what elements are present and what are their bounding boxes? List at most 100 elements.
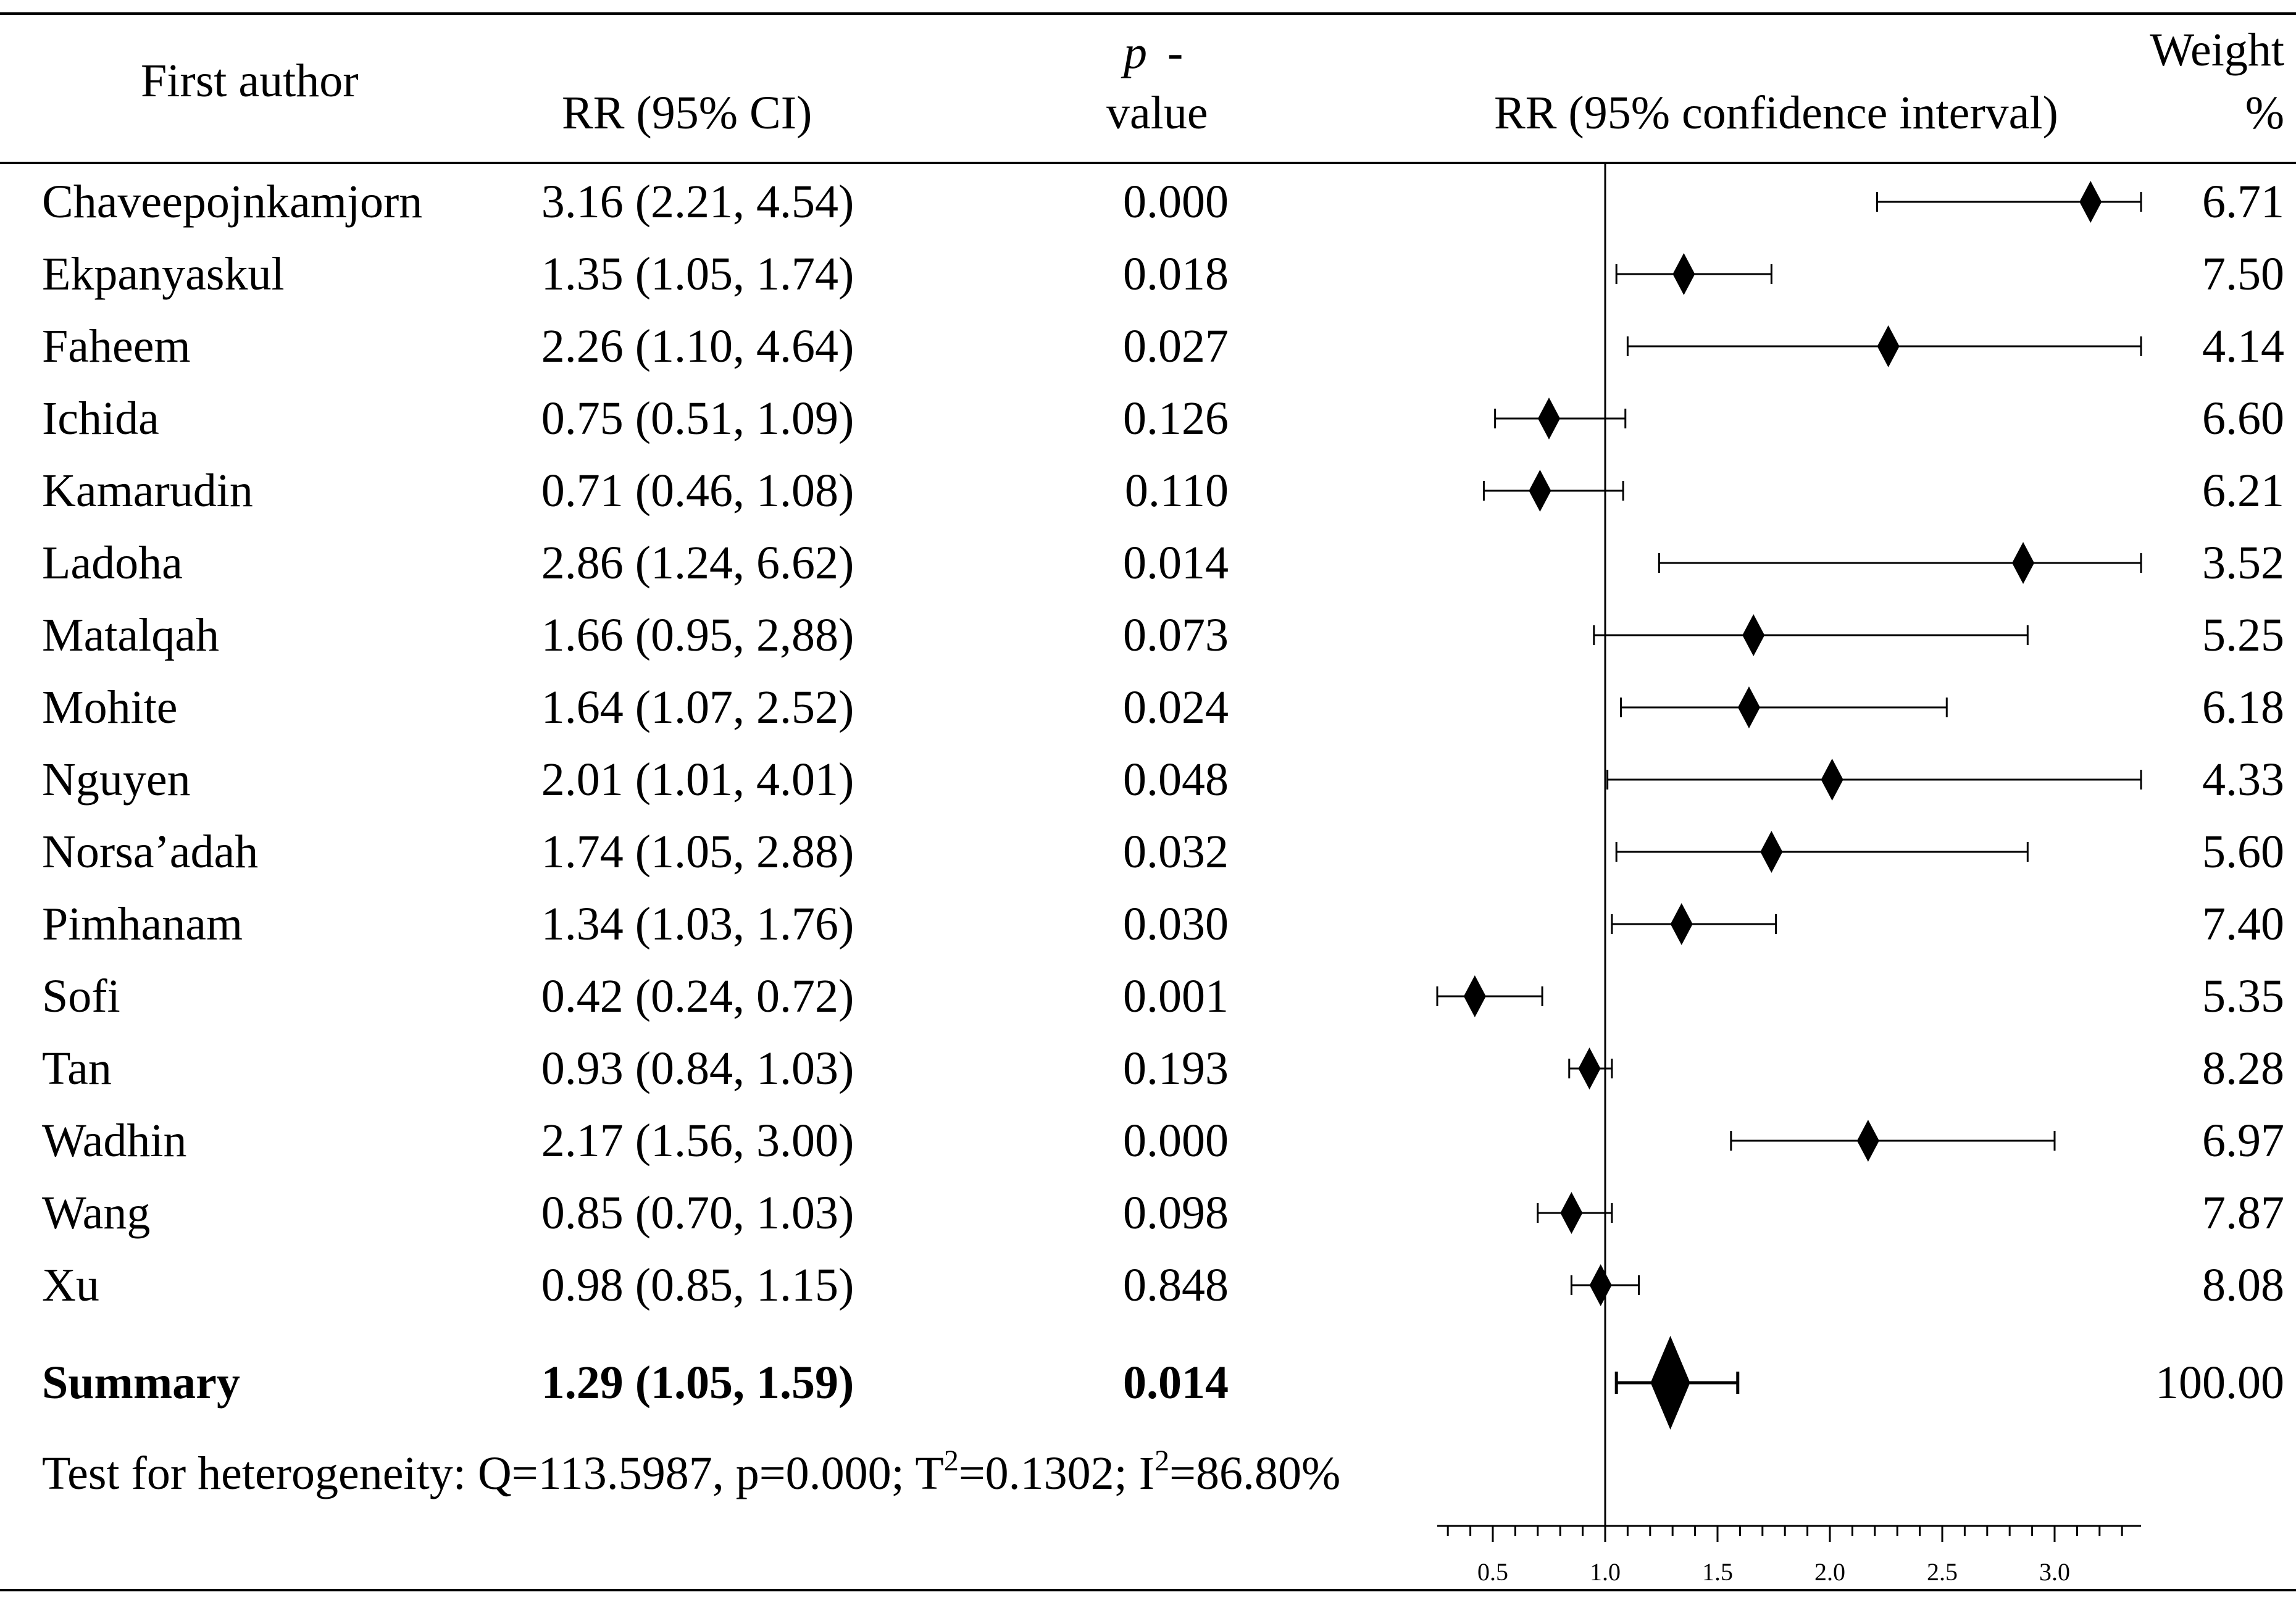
study-author: Tan	[42, 1043, 112, 1094]
header-pvalue-dash: -	[1167, 27, 1183, 78]
study-pvalue: 0.110	[1124, 465, 1229, 517]
study-author: Sofi	[42, 970, 120, 1022]
x-tick-label: 2.5	[1927, 1558, 1958, 1586]
point-estimate-diamond	[1560, 1192, 1583, 1234]
header-pvalue-line1: p -	[1124, 25, 1183, 80]
study-weight: 7.50	[2202, 248, 2284, 300]
study-author: Norsa’adah	[42, 826, 259, 878]
summary-author: Summary	[42, 1357, 240, 1409]
study-author: Matalqah	[42, 609, 220, 661]
heterogeneity-i-sup: 2	[1154, 1444, 1170, 1477]
study-weight: 5.35	[2202, 970, 2284, 1022]
summary-pvalue: 0.014	[1123, 1357, 1229, 1409]
study-weight: 6.21	[2202, 465, 2284, 517]
study-author: Nguyen	[42, 754, 191, 806]
x-tick-label: 0.5	[1477, 1558, 1508, 1586]
study-rr-ci: 0.75 (0.51, 1.09)	[541, 393, 854, 444]
point-estimate-diamond	[1578, 1048, 1601, 1090]
study-author: Faheem	[42, 320, 191, 372]
study-pvalue: 0.073	[1123, 609, 1229, 661]
point-estimate-diamond	[1463, 975, 1486, 1017]
study-rr-ci: 0.85 (0.70, 1.03)	[541, 1187, 854, 1239]
study-rr-ci: 2.26 (1.10, 4.64)	[541, 320, 854, 372]
study-rr-ci: 2.17 (1.56, 3.00)	[541, 1115, 854, 1167]
point-estimate-diamond	[2012, 542, 2035, 584]
study-pvalue: 0.193	[1123, 1043, 1229, 1094]
study-weight: 3.52	[2202, 537, 2284, 589]
study-rr-ci: 1.35 (1.05, 1.74)	[541, 248, 854, 300]
study-weight: 4.33	[2202, 754, 2284, 806]
heterogeneity-text: Test for heterogeneity: Q=113.5987, p=0.…	[42, 1446, 1340, 1501]
study-pvalue: 0.098	[1123, 1187, 1229, 1239]
study-rr-ci: 2.01 (1.01, 4.01)	[541, 754, 854, 806]
study-rr-ci: 1.64 (1.07, 2.52)	[541, 681, 854, 733]
study-pvalue: 0.032	[1123, 826, 1229, 878]
study-pvalue: 0.000	[1123, 1115, 1229, 1167]
point-estimate-diamond	[1760, 831, 1783, 873]
summary-weight: 100.00	[2155, 1357, 2284, 1409]
header-plot: RR (95% confidence interval)	[1494, 87, 2058, 139]
header-rule	[0, 162, 2296, 164]
header-weight-line2: %	[2245, 87, 2284, 139]
study-pvalue: 0.027	[1123, 320, 1229, 372]
point-estimate-diamond	[1821, 759, 1843, 801]
bottom-rule	[0, 1589, 2296, 1591]
study-author: Chaveepojnkamjorn	[42, 176, 423, 228]
heterogeneity-suffix: =86.80%	[1169, 1448, 1341, 1499]
study-rr-ci: 0.93 (0.84, 1.03)	[541, 1043, 854, 1094]
study-weight: 4.14	[2202, 320, 2284, 372]
point-estimate-diamond	[1742, 614, 1765, 656]
header-pvalue-line2: value	[1106, 87, 1208, 139]
study-rr-ci: 3.16 (2.21, 4.54)	[541, 176, 854, 228]
point-estimate-diamond	[1672, 253, 1695, 295]
study-rr-ci: 1.66 (0.95, 2,88)	[541, 609, 854, 661]
summary-diamond	[1650, 1336, 1690, 1430]
study-author: Ekpanyaskul	[42, 248, 285, 300]
study-rr-ci: 2.86 (1.24, 6.62)	[541, 537, 854, 589]
point-estimate-diamond	[1670, 903, 1693, 945]
x-tick-label: 3.0	[2039, 1558, 2070, 1586]
heterogeneity-middle: =0.1302; I	[958, 1448, 1155, 1499]
point-estimate-diamond	[1529, 470, 1551, 512]
study-weight: 6.18	[2202, 681, 2284, 733]
study-rr-ci: 1.74 (1.05, 2.88)	[541, 826, 854, 878]
study-author: Ichida	[42, 393, 159, 444]
x-tick-label: 1.5	[1702, 1558, 1733, 1586]
heterogeneity-t-sup: 2	[943, 1444, 959, 1477]
header-first-author: First author	[141, 55, 359, 107]
study-rr-ci: 0.98 (0.85, 1.15)	[541, 1259, 854, 1311]
study-author: Xu	[42, 1259, 99, 1311]
header-pvalue-italic: p	[1124, 27, 1147, 78]
study-pvalue: 0.024	[1123, 681, 1229, 733]
heterogeneity-prefix: Test for heterogeneity: Q=113.5987, p=0.…	[42, 1448, 944, 1499]
study-author: Wadhin	[42, 1115, 187, 1167]
study-weight: 6.71	[2202, 176, 2284, 228]
study-pvalue: 0.848	[1123, 1259, 1229, 1311]
point-estimate-diamond	[1877, 325, 1900, 367]
study-pvalue: 0.018	[1123, 248, 1229, 300]
x-tick-label: 2.0	[1814, 1558, 1845, 1586]
study-weight: 8.08	[2202, 1259, 2284, 1311]
study-pvalue: 0.000	[1123, 176, 1229, 228]
point-estimate-diamond	[2079, 181, 2102, 223]
study-weight: 6.97	[2202, 1115, 2284, 1167]
study-weight: 5.25	[2202, 609, 2284, 661]
header-rr-ci: RR (95% CI)	[562, 87, 812, 139]
study-rr-ci: 0.71 (0.46, 1.08)	[541, 465, 854, 517]
study-pvalue: 0.126	[1123, 393, 1229, 444]
study-rr-ci: 0.42 (0.24, 0.72)	[541, 970, 854, 1022]
study-author: Ladoha	[42, 537, 183, 589]
study-weight: 5.60	[2202, 826, 2284, 878]
study-weight: 6.60	[2202, 393, 2284, 444]
point-estimate-diamond	[1856, 1120, 1879, 1162]
point-estimate-diamond	[1538, 398, 1560, 440]
study-weight: 8.28	[2202, 1043, 2284, 1094]
header-weight-line1: Weight	[2150, 24, 2284, 76]
study-pvalue: 0.030	[1123, 898, 1229, 950]
study-rr-ci: 1.34 (1.03, 1.76)	[541, 898, 854, 950]
summary-rr-ci: 1.29 (1.05, 1.59)	[541, 1357, 854, 1409]
study-author: Wang	[42, 1187, 151, 1239]
study-pvalue: 0.001	[1123, 970, 1229, 1022]
top-rule	[0, 12, 2296, 15]
